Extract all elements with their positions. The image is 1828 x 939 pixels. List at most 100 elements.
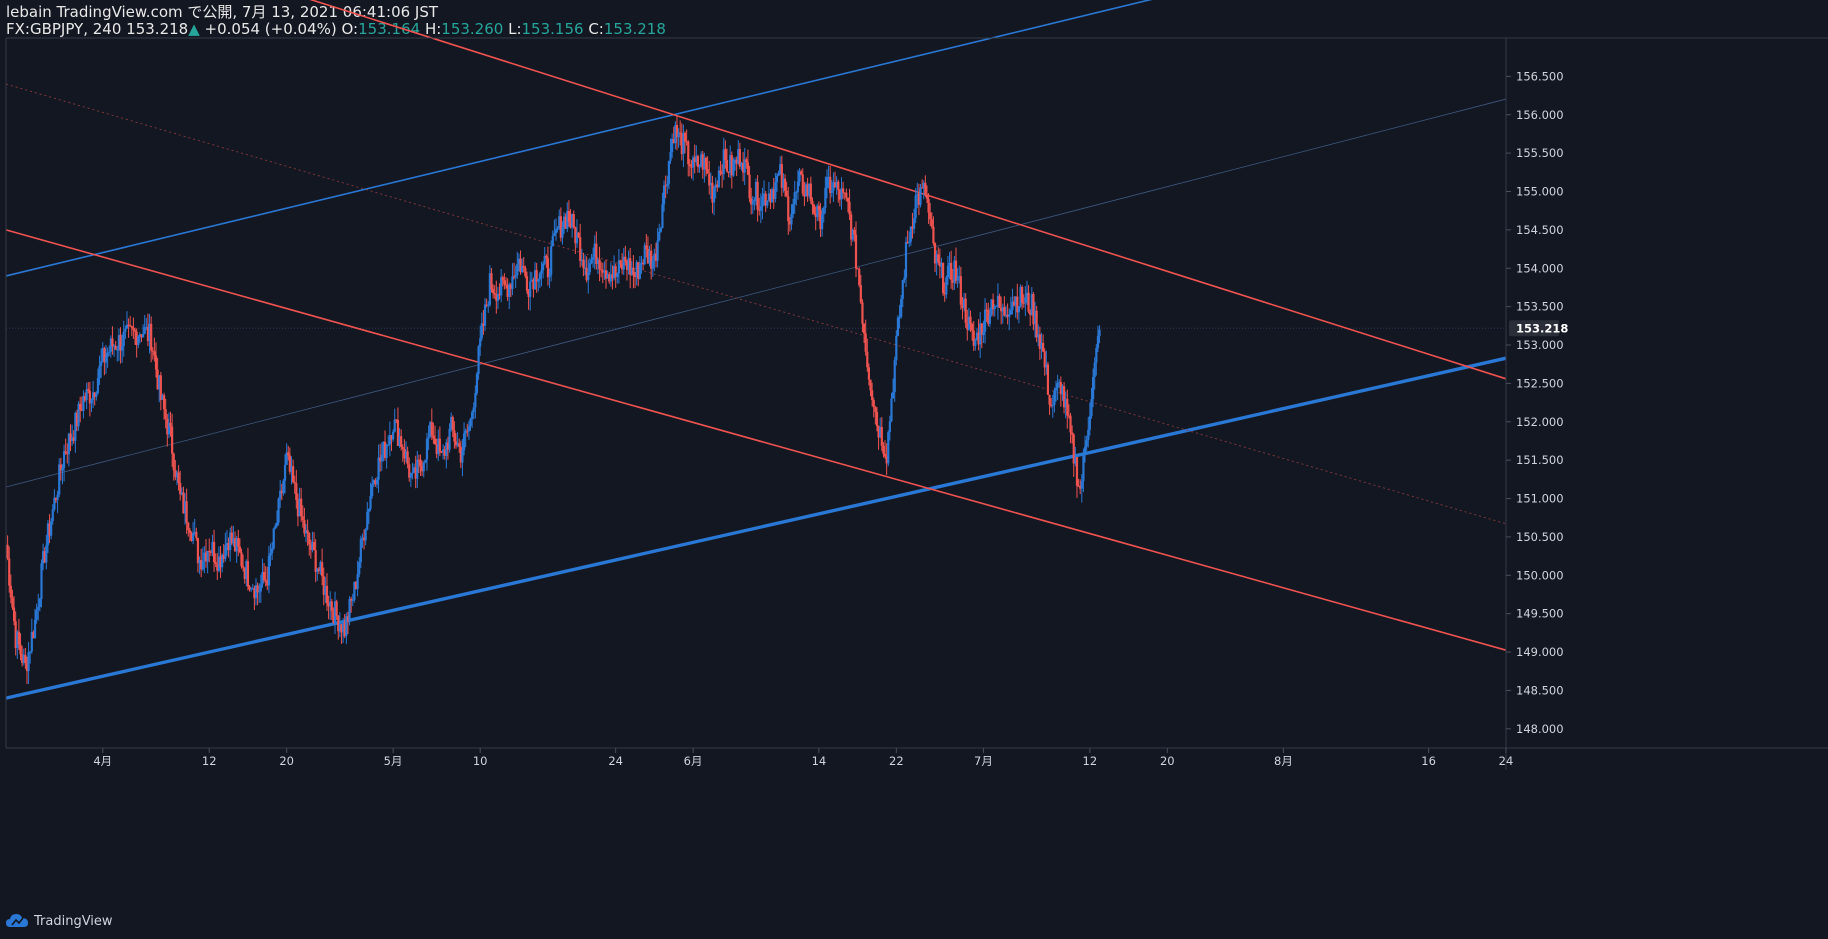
candle-body <box>675 124 679 138</box>
price-tick-label: 151.000 <box>1516 492 1564 506</box>
candle-body <box>650 250 653 269</box>
candle-body <box>175 472 179 478</box>
close-value: 153.218 <box>603 20 666 38</box>
candle-body <box>1037 334 1040 338</box>
candle-body <box>201 560 204 570</box>
candle-body <box>237 538 240 547</box>
candle-body <box>1072 434 1075 464</box>
candle-body <box>838 189 841 200</box>
candle-body <box>393 419 396 432</box>
symbol-label[interactable]: FX:GBPJPY, 240 <box>6 20 122 38</box>
candle-body <box>483 304 487 326</box>
candle-body <box>87 389 90 391</box>
open-value: 153.164 <box>358 20 421 38</box>
candle-body <box>862 323 866 334</box>
blue-channel-lower[interactable] <box>5 356 1507 700</box>
red-channel-mid[interactable] <box>5 83 1507 525</box>
candle-body <box>248 586 251 590</box>
candle-body <box>316 568 319 572</box>
candle-body <box>883 453 887 457</box>
candle-body <box>875 411 879 427</box>
candle-body <box>824 187 827 209</box>
cloud-logo-icon[interactable] <box>6 913 30 929</box>
candle-body <box>1067 415 1071 417</box>
candle-body <box>977 332 980 345</box>
candle-body <box>1093 362 1096 378</box>
candle-body <box>800 171 803 175</box>
candle-body <box>846 197 850 202</box>
footer-brand[interactable]: TradingView <box>34 913 113 929</box>
time-tick-label: 12 <box>202 754 217 768</box>
candle-body <box>14 621 17 649</box>
candle-body <box>225 543 229 546</box>
price-axis[interactable]: 148.000 148.500 149.000 149.500 150.000 150.5… <box>1506 69 1568 736</box>
blue-channel-mid[interactable] <box>5 98 1507 488</box>
candle-body <box>474 393 477 408</box>
candle-body <box>324 585 327 595</box>
candle-body <box>609 274 612 282</box>
candle-body <box>1098 329 1101 337</box>
candle-body <box>453 430 456 442</box>
candle-body <box>1082 452 1085 482</box>
candle-body <box>451 417 454 431</box>
last-price-badge[interactable] <box>1509 320 1559 337</box>
candle-body <box>741 162 745 173</box>
candle-body <box>116 349 119 351</box>
candle-body <box>696 156 700 167</box>
candle-body <box>775 175 779 183</box>
candle-body <box>564 216 567 229</box>
candle-body <box>132 328 135 331</box>
candle-body <box>117 335 121 350</box>
candle-body <box>996 295 1000 306</box>
candle-body <box>340 624 343 633</box>
candle-body <box>558 216 561 229</box>
candle-body <box>154 355 158 370</box>
candle-body <box>672 139 675 144</box>
candle-body <box>496 293 500 301</box>
candle-body <box>264 579 267 581</box>
candle-body <box>309 544 312 550</box>
candle-body <box>922 182 925 189</box>
candle-body <box>677 132 680 138</box>
candle-body <box>708 173 711 186</box>
candle-body <box>766 200 769 206</box>
candle-body <box>112 345 116 347</box>
candle-body <box>1038 334 1041 349</box>
candle-body <box>819 210 822 230</box>
candle-body <box>627 258 630 270</box>
candle-body <box>124 328 127 332</box>
red-channel-lower[interactable] <box>5 229 1507 651</box>
candle-body <box>30 632 33 652</box>
candle-body <box>588 263 591 273</box>
trendline-overlays[interactable] <box>5 0 1507 700</box>
candle-body <box>512 276 516 278</box>
high-label: H: <box>424 20 442 38</box>
candle-body <box>298 498 301 517</box>
candle-body <box>554 229 558 234</box>
candle-body <box>595 243 598 264</box>
price-tick-label: 156.000 <box>1516 108 1564 122</box>
candle-body <box>666 183 669 187</box>
candle-body <box>803 193 806 197</box>
candle-body <box>103 348 106 363</box>
candle-body <box>121 346 124 351</box>
candle-body <box>901 280 904 299</box>
price-tick-label: 149.000 <box>1516 645 1564 659</box>
candle-body <box>227 543 230 551</box>
candle-body <box>93 392 96 397</box>
candle-body <box>348 598 351 622</box>
blue-channel-upper[interactable] <box>5 0 1506 277</box>
time-axis[interactable]: 4月 12 20 5月 10 24 6月 14 22 7月 12 20 8月 16 24 <box>93 748 1513 768</box>
candle-body <box>208 551 211 553</box>
time-tick-label: 24 <box>1499 754 1514 768</box>
red-channel-upper[interactable] <box>6 0 1507 380</box>
candle-body <box>816 205 819 218</box>
candle-body <box>135 331 138 346</box>
candle-body <box>541 263 545 271</box>
candle-body <box>546 258 550 278</box>
candle-body <box>538 273 541 280</box>
candle-body <box>1050 404 1053 407</box>
candle-body <box>1080 481 1083 489</box>
candle-body <box>948 262 951 266</box>
